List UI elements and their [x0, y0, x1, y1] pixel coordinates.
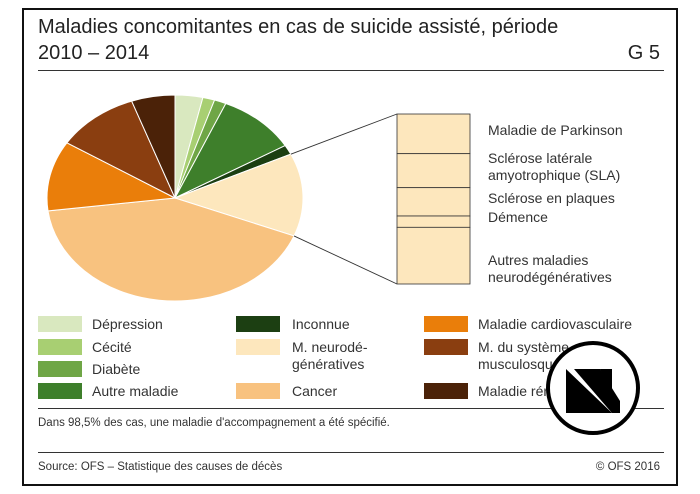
legend-label-depression: Dépression: [92, 316, 163, 332]
breakdown-segment-1: [396, 153, 471, 189]
legend-swatch-depression: [38, 316, 82, 332]
breakdown-segment-3: [396, 215, 471, 228]
copyright-text: © OFS 2016: [595, 461, 660, 473]
source-text: Source: OFS – Statistique des causes de …: [38, 461, 283, 473]
pie-slice-maladie-cardiovasculaire: [46, 142, 177, 212]
legend-swatch-cancer: [236, 383, 280, 399]
pie-slices: [46, 94, 304, 302]
pie-slice-autre-maladie: [173, 102, 286, 200]
breakdown-label-parkinson: Maladie de Parkinson: [488, 122, 623, 138]
chart-title: Maladies concomitantes en cas de suicide…: [38, 16, 559, 64]
footer-rule: [38, 452, 664, 453]
legend-label-neurodegeneratives-line2: génératives: [292, 356, 365, 372]
legend-swatch-musculosquelettique: [424, 339, 468, 355]
pie-slice-m-du-syst-me-musculosquelettique: [66, 100, 177, 200]
breakdown-label-autres-line1: Autres maladies: [488, 252, 589, 268]
legend-swatch-diabete: [38, 361, 82, 377]
legend-label-musculosquelettique-line1: M. du système: [478, 339, 570, 355]
breakdown-label-sla-line2: amyotrophique (SLA): [488, 167, 621, 183]
legend-label-autre-maladie: Autre maladie: [92, 383, 179, 399]
pie-slice-m-neurod-g-n-ratives: [173, 153, 304, 237]
breakdown-label-sep: Sclérose en plaques: [488, 190, 615, 206]
connector-bottom: [293, 235, 398, 285]
breakdown-segment-4: [396, 226, 471, 285]
legend-label-cancer: Cancer: [292, 383, 338, 399]
legend-swatch-inconnue: [236, 316, 280, 332]
legend-label-cardiovasculaire: Maladie cardiovasculaire: [478, 316, 633, 332]
figure-number: G 5: [627, 42, 660, 64]
breakdown-segment-2: [396, 187, 471, 217]
legend-swatch-autre-maladie: [38, 383, 82, 399]
legend-label-inconnue: Inconnue: [292, 316, 350, 332]
legend-rule: [38, 408, 664, 409]
breakdown-connectors: [290, 113, 398, 285]
breakdown-label-demence: Démence: [488, 209, 548, 225]
breakdown-bar: [396, 113, 471, 285]
breakdown-segment-0: [396, 113, 471, 155]
watermark-logo-icon: [546, 341, 640, 435]
title-rule: [38, 70, 664, 71]
pie-slice-cancer: [47, 197, 295, 302]
connector-top: [290, 113, 398, 155]
legend-label-neurodegeneratives-line1: M. neurodé-: [292, 339, 368, 355]
legend-swatch-maladie-renale: [424, 383, 468, 399]
legend-swatch-cardiovasculaire: [424, 316, 468, 332]
legend-label-diabete: Diabète: [92, 361, 141, 377]
legend-swatch-neurodegeneratives: [236, 339, 280, 355]
figure-frame: [22, 8, 678, 486]
footnote: Dans 98,5% des cas, une maladie d'accomp…: [38, 417, 390, 429]
legend-label-cecite: Cécité: [92, 339, 132, 355]
breakdown-label-autres-line2: neurodégénératives: [488, 269, 612, 285]
pie-slice-maladie-r-nale: [130, 94, 176, 199]
legend-swatch-cecite: [38, 339, 82, 355]
breakdown-label-sla-line1: Sclérose latérale: [488, 150, 593, 166]
